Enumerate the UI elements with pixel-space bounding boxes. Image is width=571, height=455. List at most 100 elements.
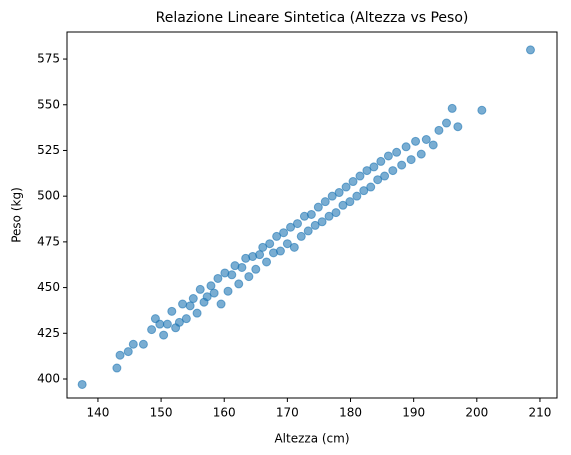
point: [345, 197, 355, 207]
point: [262, 257, 272, 267]
point: [185, 301, 195, 311]
point: [434, 125, 444, 135]
point: [373, 175, 383, 185]
point: [255, 250, 265, 260]
y-tick-label: 550: [37, 97, 60, 111]
point: [525, 45, 535, 55]
point: [327, 191, 337, 201]
point: [338, 200, 348, 210]
point: [397, 160, 407, 170]
point: [77, 379, 87, 389]
point: [115, 350, 125, 360]
point: [244, 272, 254, 282]
y-tick-label: 475: [37, 234, 60, 248]
x-tick-label: 210: [528, 406, 551, 420]
point: [216, 299, 226, 309]
point: [447, 103, 457, 113]
point: [355, 171, 365, 181]
x-tick-label: 140: [86, 406, 109, 420]
point: [441, 118, 451, 128]
point: [453, 122, 463, 132]
point: [380, 171, 390, 181]
point: [477, 105, 487, 115]
point: [162, 319, 172, 329]
x-tick-label: 160: [213, 406, 236, 420]
point: [313, 202, 323, 212]
plot-frame: [66, 31, 558, 399]
point: [359, 186, 369, 196]
point: [206, 281, 216, 291]
point: [279, 228, 289, 238]
point: [411, 136, 421, 146]
point: [388, 166, 398, 176]
point: [174, 317, 184, 327]
point: [178, 299, 188, 309]
point: [376, 156, 386, 166]
point: [112, 363, 122, 373]
point: [234, 279, 244, 289]
point: [369, 162, 379, 172]
point: [428, 140, 438, 150]
point: [421, 134, 431, 144]
point: [188, 294, 198, 304]
point: [296, 231, 306, 241]
point: [251, 264, 261, 274]
point: [272, 231, 282, 241]
point: [348, 177, 358, 187]
point: [292, 219, 302, 229]
point: [209, 288, 219, 298]
point: [331, 208, 341, 218]
point: [366, 182, 376, 192]
point: [265, 239, 275, 249]
point: [317, 217, 327, 227]
y-tick-label: 500: [37, 189, 60, 203]
point: [286, 222, 296, 232]
y-tick-label: 400: [37, 371, 60, 385]
chart-title: Relazione Lineare Sintetica (Altezza vs …: [156, 10, 469, 26]
point: [275, 246, 285, 256]
point: [223, 286, 233, 296]
point: [310, 220, 320, 230]
point: [159, 330, 169, 340]
point: [258, 242, 268, 252]
point: [128, 339, 138, 349]
x-tick-label: 190: [402, 406, 425, 420]
point: [341, 182, 351, 192]
point: [306, 209, 316, 219]
point: [416, 149, 426, 159]
point: [362, 166, 372, 176]
point: [289, 242, 299, 252]
point: [352, 191, 362, 201]
points: [77, 45, 535, 389]
point: [324, 211, 334, 221]
y-axis-label: Peso (kg): [10, 187, 24, 243]
x-tick-label: 200: [465, 406, 488, 420]
y-tick-label: 450: [37, 280, 60, 294]
point: [237, 262, 247, 272]
point: [195, 284, 205, 294]
y-tick-label: 525: [37, 143, 60, 157]
point: [383, 151, 393, 161]
point: [320, 197, 330, 207]
point: [167, 306, 177, 316]
point: [181, 314, 191, 324]
point: [147, 325, 157, 335]
y-tick-label: 425: [37, 326, 60, 340]
point: [406, 155, 416, 165]
point: [392, 147, 402, 157]
point: [334, 188, 344, 198]
x-tick-label: 150: [150, 406, 173, 420]
point: [123, 347, 133, 357]
x-axis-label: Altezza (cm): [274, 432, 349, 446]
point: [192, 308, 202, 318]
x-tick-label: 180: [339, 406, 362, 420]
point: [227, 270, 237, 280]
y-tick-label: 575: [37, 52, 60, 66]
point: [303, 226, 313, 236]
point: [138, 339, 148, 349]
point: [401, 142, 411, 152]
x-tick-label: 170: [276, 406, 299, 420]
point: [213, 273, 223, 283]
point: [202, 292, 212, 302]
